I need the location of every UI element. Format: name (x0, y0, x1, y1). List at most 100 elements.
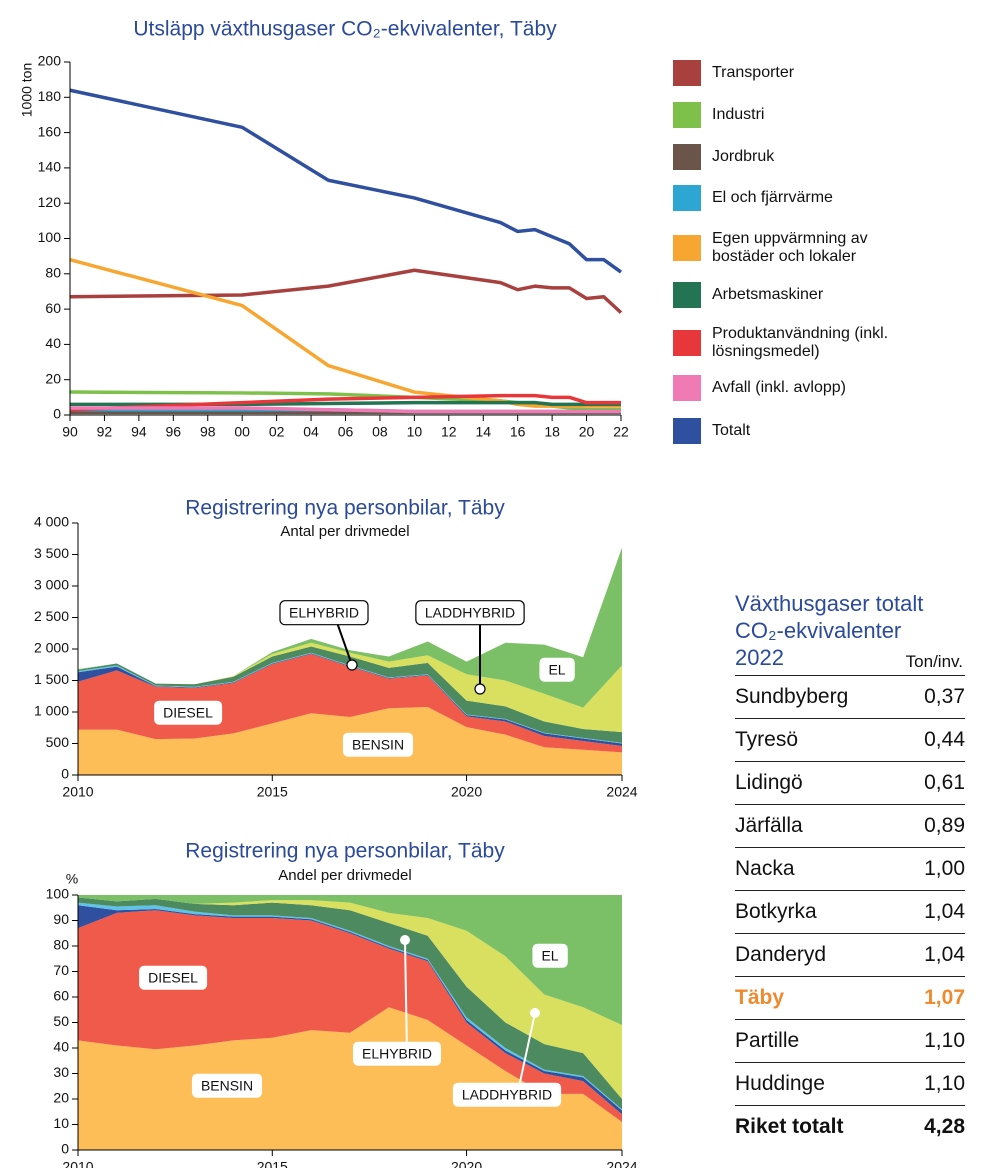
label-box (139, 965, 208, 990)
table-row: Partille 1,10 (735, 1020, 965, 1063)
label-box (191, 1073, 263, 1098)
x-tick-label: 2024 (606, 784, 637, 800)
x-tick-label: 2020 (451, 1159, 482, 1168)
line (69, 393, 621, 412)
y-tick-label: 60 (45, 300, 61, 316)
label-box (342, 732, 414, 757)
municipality: Danderyd (735, 943, 827, 966)
legend-item: Totalt (673, 418, 892, 444)
y-tick-label: 3 500 (34, 545, 69, 561)
y-tick-label: 90 (53, 911, 69, 927)
table-row: Lidingö 0,61 (735, 762, 965, 805)
x-tick-label: 96 (166, 424, 182, 440)
series-label: DIESEL (148, 970, 198, 986)
x-tick-label: 10 (407, 424, 423, 440)
x-tick-label: 12 (441, 424, 457, 440)
legend-swatch (673, 418, 701, 444)
y-tick-label: 120 (38, 194, 62, 210)
legend-swatch (673, 235, 701, 261)
x-tick-label: 2024 (606, 1159, 637, 1168)
x-tick-label: 92 (97, 424, 113, 440)
series-label: ELHYBRID (362, 1046, 432, 1062)
callout-dot (530, 1008, 540, 1018)
y-tick-label: 80 (53, 937, 69, 953)
y-tick-label: 0 (61, 766, 69, 782)
legend-swatch (673, 375, 701, 401)
legend-label: Industri (712, 106, 765, 123)
series-label: LADDHYBRID (425, 605, 515, 621)
municipality: Partille (735, 1029, 800, 1052)
value: 0,44 (924, 728, 965, 751)
series-label: EL (548, 662, 565, 678)
y-tick-label: 3 000 (34, 577, 69, 593)
series-label: BENSIN (352, 737, 404, 753)
x-tick-label: 14 (475, 424, 491, 440)
y-tick-label: 80 (45, 265, 61, 281)
legend-swatch (673, 102, 701, 128)
x-tick-label: 98 (200, 424, 216, 440)
line (69, 268, 623, 314)
legend-label: Arbetsmaskiner (712, 286, 824, 303)
x-tick-label: 16 (510, 424, 526, 440)
table-body: Sundbyberg 0,37 Tyresö 0,44 Lidingö 0,61 Järfä… (735, 675, 965, 1148)
value: 0,37 (924, 685, 965, 708)
label-box (452, 1082, 562, 1107)
table-row: Botkyrka 1,04 (735, 891, 965, 934)
y-tick-label: 40 (53, 1039, 69, 1055)
legend-swatch (673, 144, 701, 170)
chart-title: Utsläpp växthusgaser CO₂-ekvivalenter, T… (133, 18, 557, 41)
y-tick-label: 160 (38, 123, 62, 139)
chart: Registrering nya personbilar, Täby Andel … (46, 840, 638, 1168)
legend-label: Jordbruk (712, 148, 775, 165)
y-tick-label: 10 (53, 1115, 69, 1131)
callout-line (516, 1012, 536, 1097)
label-box (532, 943, 568, 968)
chart-title: Registrering nya personbilar, Täby (185, 497, 505, 520)
x-tick-label: 22 (613, 424, 629, 440)
table-row: Riket totalt 4,28 (735, 1106, 965, 1148)
area (78, 897, 622, 1099)
y-tick-label: 50 (53, 1013, 69, 1029)
label-box (279, 600, 369, 626)
x-tick-label: 02 (269, 424, 285, 440)
label-box (415, 600, 525, 626)
y-tick-label: 0 (61, 1141, 69, 1157)
x-tick-label: 08 (372, 424, 388, 440)
y-tick-label: 500 (46, 734, 70, 750)
area (78, 1007, 622, 1150)
x-tick-label: 90 (62, 424, 78, 440)
table-row: Huddinge 1,10 (735, 1063, 965, 1106)
value: 1,04 (924, 900, 965, 923)
x-tick-label: 2015 (257, 1159, 288, 1168)
legend-item: Transporter (673, 60, 892, 86)
line (70, 400, 621, 407)
y-axis-label: 1000 ton (19, 63, 35, 118)
area (78, 646, 622, 743)
municipality: Huddinge (735, 1072, 825, 1095)
callout-dot (346, 659, 358, 671)
callout-dot (400, 935, 410, 945)
value: 0,89 (924, 814, 965, 837)
y-tick-label: 2 500 (34, 608, 69, 624)
y-tick-label: 4 000 (34, 514, 69, 530)
label-box (154, 700, 223, 725)
label-box (539, 657, 575, 682)
chart-subtitle: Antal per drivmedel (280, 523, 409, 540)
legend-label: Egen uppvärmning av bostäder och lokaler (712, 230, 868, 265)
series-label: ELHYBRID (289, 605, 359, 621)
value: 1,04 (924, 943, 965, 966)
x-tick-label: 94 (131, 424, 147, 440)
y-tick-label: 2 000 (34, 640, 69, 656)
x-tick-label: 2010 (62, 1159, 93, 1168)
area (78, 910, 622, 1122)
legend-label: Produktanvändning (inkl. lösningsmedel) (712, 325, 889, 360)
legend-label: Totalt (712, 422, 751, 439)
legend-item: Egen uppvärmning av bostäder och lokaler (673, 230, 892, 266)
series-label: BENSIN (201, 1078, 253, 1094)
y-tick-label: 1 500 (34, 671, 69, 687)
callout-dot (474, 683, 486, 695)
line (70, 406, 621, 414)
table-row: Tyresö 0,44 (735, 719, 965, 762)
municipality: Botkyrka (735, 900, 817, 923)
